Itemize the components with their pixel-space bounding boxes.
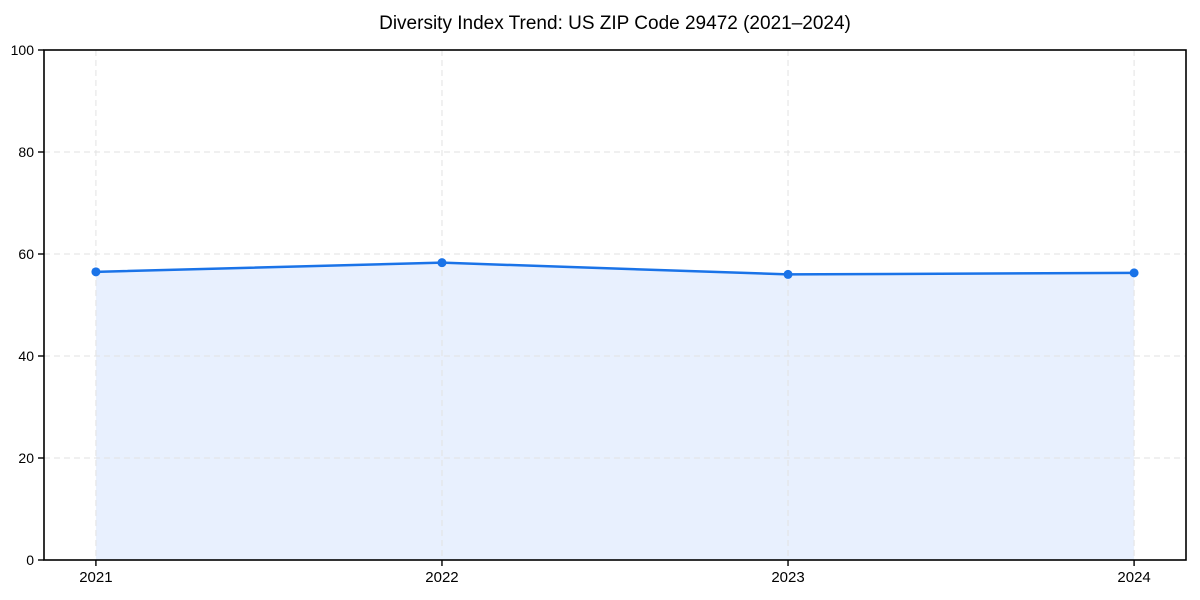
y-tick-label: 80 xyxy=(18,144,34,160)
y-tick-label: 60 xyxy=(18,246,34,262)
plot-border xyxy=(43,49,1187,561)
data-point xyxy=(437,258,447,268)
trend-line xyxy=(94,261,1136,276)
data-point xyxy=(1129,268,1139,278)
data-point xyxy=(783,269,793,279)
y-tick-label: 20 xyxy=(18,450,34,466)
y-tick-label: 40 xyxy=(18,348,34,364)
y-tick-label: 0 xyxy=(26,552,34,568)
area-fill xyxy=(95,262,1135,560)
chart-title: Diversity Index Trend: US ZIP Code 29472… xyxy=(379,13,851,34)
data-point xyxy=(91,267,101,277)
x-tick-label: 2021 xyxy=(79,569,112,586)
x-tick-label: 2023 xyxy=(771,569,804,586)
x-tick-label: 2024 xyxy=(1117,569,1150,586)
y-tick-label: 100 xyxy=(11,42,35,58)
x-tick-label: 2022 xyxy=(425,569,458,586)
